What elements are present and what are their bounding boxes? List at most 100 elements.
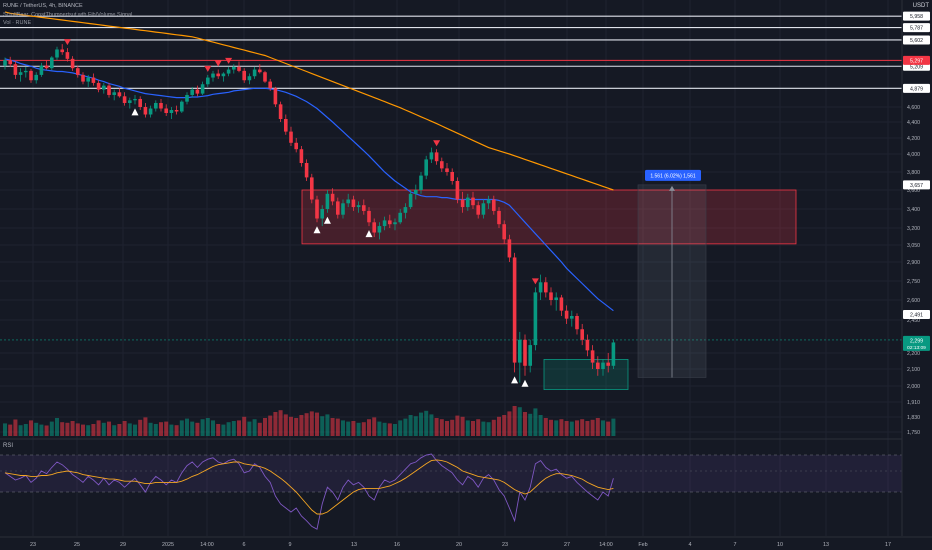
sell-signal-marker	[204, 65, 212, 72]
volume-bar	[278, 410, 283, 436]
candle-body	[195, 89, 200, 94]
candle-body	[216, 73, 220, 77]
volume-bar	[231, 421, 236, 436]
volume-bar	[273, 412, 278, 436]
candle-body	[122, 96, 127, 103]
volume-bar	[403, 418, 408, 436]
candle-body	[455, 181, 460, 200]
candle-body	[351, 199, 356, 208]
red-level-price-label: 5,297	[910, 58, 923, 64]
price-tick-label: 3,050	[907, 243, 920, 249]
candle-body	[174, 110, 179, 112]
volume-bar	[590, 419, 595, 436]
volume-bar	[497, 416, 501, 436]
signal-markers	[63, 39, 539, 387]
support-zone	[543, 358, 629, 390]
candle-body	[34, 74, 38, 81]
volume-bar	[247, 421, 252, 436]
volume-bar	[190, 421, 195, 436]
volume-bar	[101, 422, 106, 436]
volume-bar	[341, 420, 345, 436]
candle-body	[570, 316, 574, 319]
candle-body	[544, 282, 548, 293]
time-tick-label: 16	[394, 542, 400, 548]
buy-signal-marker	[521, 379, 529, 387]
candle-body	[460, 199, 465, 208]
volume-bar	[55, 418, 59, 436]
volume-bar	[257, 422, 262, 436]
candle-body	[523, 339, 527, 366]
volume-bar	[159, 422, 163, 436]
price-badge-label: 2,491	[910, 313, 923, 319]
volume-bar	[611, 418, 616, 436]
volume-bar	[549, 419, 553, 436]
volume-bar	[96, 420, 101, 436]
candle-body	[117, 92, 122, 97]
volume-bar	[564, 421, 569, 436]
time-tick-label: 13	[823, 542, 829, 548]
volume-bar	[601, 420, 605, 436]
candle-body	[330, 193, 335, 202]
candle-body	[232, 66, 236, 70]
candle-body	[81, 74, 85, 82]
candle-body	[91, 77, 96, 83]
volume-bar	[335, 418, 340, 436]
candle-body	[133, 98, 137, 101]
level-lines	[0, 15, 902, 341]
volume-bar	[424, 410, 429, 436]
candle-body	[377, 226, 382, 233]
volume-bar	[538, 415, 543, 436]
candle-body	[471, 197, 475, 206]
time-tick-label: 23	[30, 542, 36, 548]
candle-body	[315, 199, 319, 219]
candle-body	[128, 100, 132, 103]
candle-body	[325, 193, 330, 209]
volume-bar	[117, 424, 122, 436]
volume-bar	[543, 418, 548, 436]
candle-body	[507, 239, 512, 258]
time-tick-label: 9	[289, 542, 292, 548]
volume-bar	[44, 425, 49, 436]
candle-body	[190, 89, 194, 95]
candle-body	[367, 210, 371, 223]
candle-body	[564, 310, 569, 319]
time-tick-label: 13	[351, 542, 357, 548]
volume-bar	[86, 425, 91, 436]
volume-bar	[3, 423, 7, 436]
candle-body	[206, 77, 210, 85]
zones	[301, 189, 797, 390]
candle-body	[559, 297, 564, 311]
candle-body	[502, 224, 506, 240]
volume-bar	[221, 424, 226, 436]
volume-bar	[569, 421, 574, 436]
volume-bar	[346, 421, 351, 436]
candle-body	[185, 94, 189, 102]
volume-bar	[502, 415, 507, 436]
candle-body	[242, 70, 246, 81]
volume-bar	[294, 418, 299, 436]
volume-bar	[445, 421, 449, 436]
candle-body	[29, 70, 33, 81]
candle-body	[252, 69, 257, 77]
volume-bar	[507, 411, 512, 436]
volume-bar	[528, 413, 533, 436]
candle-body	[44, 65, 49, 69]
price-tick-label: 1,830	[907, 415, 920, 421]
candle-body	[258, 69, 262, 73]
volume-bar	[127, 423, 132, 436]
time-tick-label: 25	[74, 542, 80, 548]
volume-bar	[81, 424, 85, 436]
candle-body	[284, 119, 288, 132]
candle-body	[3, 60, 7, 66]
candle-body	[440, 161, 444, 169]
candle-body	[304, 163, 309, 178]
candle-body	[497, 210, 501, 225]
level-price-label: 5,958	[910, 14, 923, 20]
time-axis: 23 25 29 2025 14:00 6 9 13 16 20 23 27 14:00 Feb 4 7 10 1…	[0, 536, 932, 548]
volume-bar	[252, 419, 257, 436]
candle-body	[24, 70, 28, 73]
volume-bar	[372, 417, 377, 436]
volume-bar	[205, 418, 210, 436]
